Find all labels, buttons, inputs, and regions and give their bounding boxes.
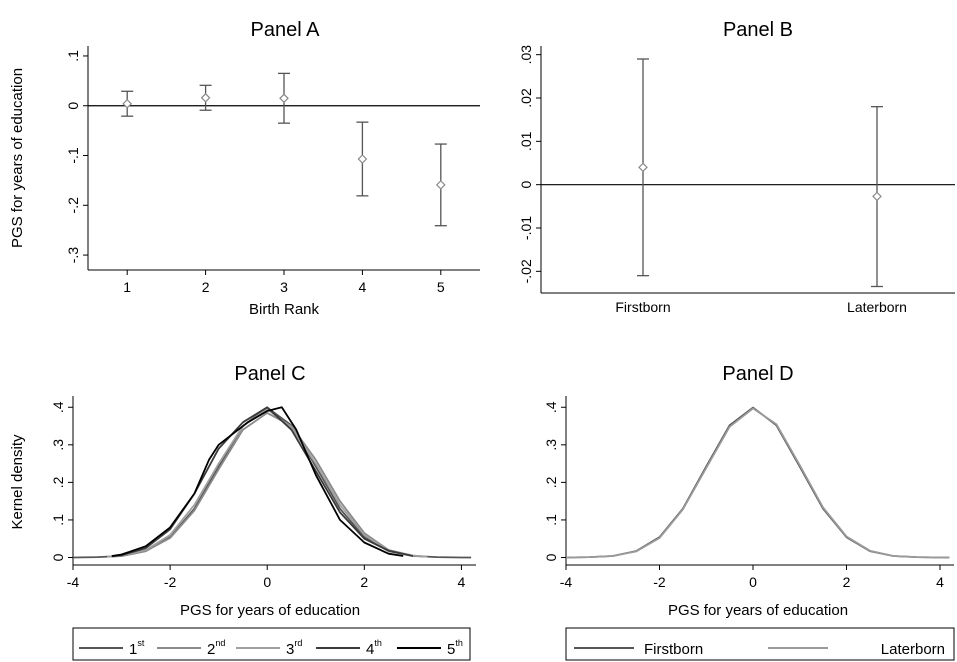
panel-a-ylabel: PGS for years of education (9, 68, 26, 248)
panel-d-series-line (565, 407, 950, 559)
panel-d-ytick-label: .2 (543, 476, 559, 488)
panel-c-legend-suffix: rd (294, 638, 302, 648)
panel-a-ytick-label: -.1 (65, 147, 81, 164)
panel-c-legend-number: 1 (129, 641, 137, 658)
panel-d-xtick-label: -2 (653, 574, 666, 590)
panel-b-point (638, 162, 648, 173)
panel-d-legend (565, 627, 955, 661)
panel-c-legend-suffix: st (137, 638, 145, 648)
panel-c-series-line (106, 412, 428, 558)
panel-d-title: Panel D (722, 363, 793, 385)
panel-d-legend-label: Laterborn (881, 641, 945, 658)
panel-d-xtick-label: 2 (843, 574, 851, 590)
panel-c-xtick-label: 4 (458, 574, 466, 590)
panel-a-xlabel: Birth Rank (249, 301, 320, 318)
panel-c-legend-label: 3rd (286, 638, 302, 658)
panel-c-legend-number: 4 (366, 641, 374, 658)
panel-a-point (122, 98, 133, 109)
panel-a-ytick-label: -.3 (65, 247, 81, 264)
panel-a-xtick-label: 4 (359, 279, 367, 295)
panel-a-xtick-label: 2 (202, 279, 210, 295)
panel-a-xtick-label: 1 (123, 279, 131, 295)
panel-d-xtick-label: 4 (936, 574, 944, 590)
panel-d-legend-label: Firstborn (644, 641, 703, 658)
panel-c-legend-number: 3 (286, 641, 294, 658)
panel-c-title: Panel C (234, 363, 305, 385)
panel-a-ytick-label: 0 (65, 102, 81, 110)
panel-c-legend-suffix: th (455, 638, 463, 648)
panel-c-legend-number: 2 (207, 641, 215, 658)
panel-d-ytick-label: 0 (543, 553, 559, 561)
panel-b-category-label: Laterborn (847, 299, 907, 315)
panel-a-point (357, 154, 368, 164)
panel-c-legend-number: 5 (447, 641, 455, 658)
panel-a-xtick-label: 3 (280, 279, 288, 295)
panel-c-legend (72, 627, 471, 661)
panel-d-ytick-label: .4 (543, 401, 559, 413)
panel-c-xlabel: PGS for years of education (180, 602, 360, 619)
panel-b: Panel B .03 .02 .01 0 -.01 -.02 Firstborn Later… (518, 19, 955, 315)
panel-c-legend-suffix: th (374, 638, 382, 648)
panel-a-point (279, 93, 289, 104)
panel-c-xtick-label: 0 (263, 574, 271, 590)
panel-a-ytick-label: -.2 (65, 197, 81, 214)
panel-c-series-line (72, 406, 472, 559)
panel-b-title: Panel B (723, 19, 793, 41)
panel-d-xlabel: PGS for years of education (668, 602, 848, 619)
panel-c-ytick-label: .1 (50, 514, 66, 526)
panel-c-legend-label: 5th (447, 638, 463, 658)
panel-c: Panel C Kernel density PGS for years of … (9, 363, 476, 661)
panel-a-title: Panel A (251, 19, 321, 41)
panel-c-xtick-label: -2 (164, 574, 177, 590)
panel-c-series-line (106, 408, 428, 558)
panel-c-legend-suffix: nd (215, 638, 225, 648)
panel-b-category-label: Firstborn (615, 299, 670, 315)
panel-d-xtick-label: 0 (749, 574, 757, 590)
panel-c-legend-label: 2nd (207, 638, 225, 658)
panel-c-ytick-label: .4 (50, 401, 66, 413)
panel-c-series-line (111, 406, 404, 557)
panel-c-legend-label: 1st (129, 638, 145, 658)
panel-c-ytick-label: .2 (50, 476, 66, 488)
panel-a: Panel A PGS for years of education Birth… (9, 19, 480, 318)
panel-b-ytick-label: .03 (518, 45, 534, 65)
panel-a-point (435, 180, 446, 190)
panel-d: Panel D PGS for years of education 0 .1 .2… (543, 363, 955, 661)
panel-b-point (872, 191, 882, 202)
panel-b-ytick-label: .01 (518, 131, 534, 151)
panel-a-point (200, 92, 211, 103)
panel-d-series-line (565, 406, 950, 559)
panel-d-ytick-label: .3 (543, 439, 559, 451)
panel-c-xtick-label: -4 (67, 574, 80, 590)
panel-c-ytick-label: 0 (50, 553, 66, 561)
panel-d-xtick-label: -4 (560, 574, 573, 590)
panel-c-ylabel: Kernel density (9, 434, 26, 530)
panel-a-xtick-label: 5 (437, 279, 445, 295)
panel-d-ytick-label: .1 (543, 514, 559, 526)
panel-a-ytick-label: .1 (65, 50, 81, 62)
panel-b-ytick-label: -.02 (518, 259, 534, 283)
panel-c-ytick-label: .3 (50, 439, 66, 451)
panel-c-legend-label: 4th (366, 638, 382, 658)
panel-b-ytick-label: .02 (518, 88, 534, 108)
panel-c-xtick-label: 2 (360, 574, 368, 590)
panel-b-ytick-label: 0 (518, 181, 534, 189)
panel-c-series-line (111, 406, 414, 558)
panel-b-ytick-label: -.01 (518, 216, 534, 240)
